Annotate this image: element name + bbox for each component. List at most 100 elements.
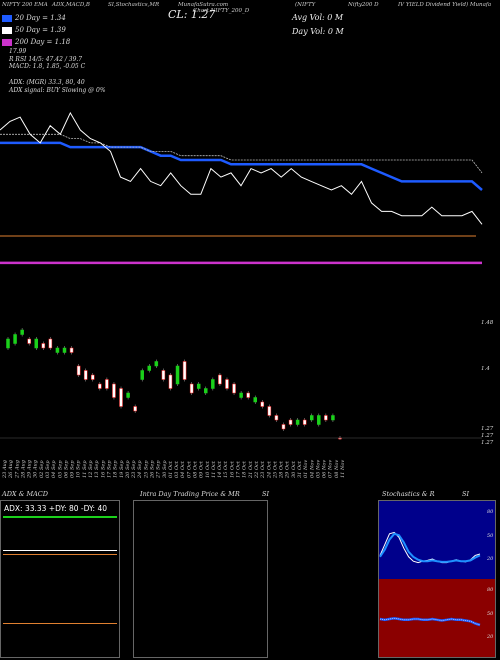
legend-50-day: 50 Day = 1.39 xyxy=(2,26,66,34)
date-label: 24 Sep xyxy=(137,460,143,479)
avg-volume: Avg Vol: 0 M xyxy=(292,13,344,22)
date-label: 10 Oct xyxy=(205,460,211,478)
candle-body xyxy=(295,419,300,425)
candle-body xyxy=(260,401,265,407)
date-label: 21 Oct xyxy=(248,460,254,479)
header-site: MunafaSutra.com xyxy=(178,2,229,8)
candle-body xyxy=(112,383,116,398)
date-label: 02 Sep xyxy=(39,460,45,478)
intra-panel-title: Intra Day Trading Price & MR xyxy=(140,490,240,498)
candle-body xyxy=(246,392,250,398)
candle-body xyxy=(175,365,180,385)
date-label: 17 Oct xyxy=(236,460,242,478)
header-chart-name: Chart NIFTY_200_D xyxy=(193,8,250,14)
candle-body xyxy=(253,397,257,403)
date-label: 07 Nov xyxy=(328,460,334,478)
date-label: 06 Sep xyxy=(64,460,70,478)
candle-body xyxy=(189,383,194,394)
series-20-day xyxy=(0,141,483,191)
macd-line: MACD: 1.8, 1.85, -0.05 C xyxy=(9,63,86,70)
date-label: 25 Oct xyxy=(272,460,278,479)
candle-body xyxy=(309,415,314,421)
date-axis: 23 Aug 26 Aug 27 Aug 28 Aug 29 Aug 30 Aug 02 S… xyxy=(2,460,346,479)
main-price-chart xyxy=(0,111,483,440)
legend-label-200: 200 Day = 1.18 xyxy=(15,38,71,46)
candle-body xyxy=(218,374,222,385)
date-label: 18 Sep xyxy=(113,460,119,478)
date-label: 23 Sep xyxy=(131,460,137,479)
candle-body xyxy=(147,365,152,371)
date-label: 15 Oct xyxy=(223,460,229,478)
date-label: 12 Sep xyxy=(88,460,94,478)
legend-200-day: 200 Day = 1.18 xyxy=(2,38,70,46)
date-label: 28 Oct xyxy=(279,460,285,479)
candle-body xyxy=(55,347,60,353)
header-nifty: Nifty200 D xyxy=(348,2,379,8)
candle-body xyxy=(324,415,328,421)
header-yield: IV YIELD Dividend Yield) Munafa xyxy=(398,2,492,8)
candle-body xyxy=(317,415,321,425)
rsi-line-white xyxy=(379,617,481,626)
date-label: 25 Sep xyxy=(143,460,149,479)
date-label: 17 Sep xyxy=(107,460,113,478)
day-volume: Day Vol: 0 M xyxy=(292,27,344,36)
candle-body xyxy=(27,338,31,344)
candle-body xyxy=(161,370,166,380)
adx-panel: ADX: 33.33 +DY: 80 -DY: 40 xyxy=(0,500,120,658)
candle-body xyxy=(48,338,53,349)
date-label: 10 Sep xyxy=(76,460,82,478)
legend-swatch-20 xyxy=(2,14,12,22)
date-label: 04 Nov xyxy=(309,460,315,478)
candle-body xyxy=(154,361,159,367)
date-label: 27 Aug xyxy=(14,460,20,479)
date-label: 11 Sep xyxy=(82,460,88,478)
date-label: 24 Oct xyxy=(266,460,272,479)
date-label: 18 Oct xyxy=(242,460,248,478)
date-label: 28 Aug xyxy=(20,460,26,479)
date-label: 05 Sep xyxy=(57,460,63,478)
adx-panel-label: ADX: 33.33 +DY: 80 -DY: 40 xyxy=(4,504,107,513)
candle-body xyxy=(140,370,144,380)
date-label: 03 Oct xyxy=(174,460,180,478)
candle-body xyxy=(69,347,74,353)
legend-label-20: 20 Day = 1.34 xyxy=(15,14,66,22)
date-label: 26 Sep xyxy=(150,460,156,479)
candle-body xyxy=(232,383,236,394)
price-tick-3: 1.27 xyxy=(481,426,494,432)
stoch-panel-title: Stochastics & R xyxy=(382,490,435,498)
adx-panel-title: ADX & MACD xyxy=(2,490,48,498)
header-indicators: ADX,MACD,B xyxy=(52,2,90,8)
stochastic-k-line xyxy=(379,531,481,564)
stoch-tick-50: 50 xyxy=(487,533,494,539)
date-label: 16 Sep xyxy=(100,460,106,478)
date-label: 31 Oct xyxy=(297,460,303,478)
date-label: 22 Oct xyxy=(254,460,260,479)
candle-body xyxy=(196,383,201,389)
date-label: 06 Nov xyxy=(322,460,328,478)
candle-body xyxy=(119,388,123,407)
candle-body xyxy=(41,343,46,349)
date-label: 30 Sep xyxy=(162,460,168,478)
adx-line-orange-2 xyxy=(3,623,117,624)
stochastics-panel xyxy=(378,500,496,658)
header-oscillators: SI,Stochastics,MR xyxy=(108,2,160,8)
header-symbol: NIFTY 200 EMA xyxy=(2,2,48,8)
date-label: 19 Sep xyxy=(119,460,125,478)
stoch-panel-title-right: SI xyxy=(462,490,470,498)
candle-body xyxy=(274,415,279,421)
candle-body xyxy=(288,419,293,425)
date-label: 05 Nov xyxy=(315,460,321,478)
date-label: 30 Aug xyxy=(33,460,39,478)
stochastic-d-line xyxy=(379,532,481,563)
price-tick-1: 1.48 xyxy=(481,320,494,326)
date-label: 11 Nov xyxy=(340,460,346,478)
date-label: 08 Nov xyxy=(334,460,340,478)
legend-swatch-200 xyxy=(2,38,12,46)
date-label: 11 Oct xyxy=(211,460,217,478)
date-label: 29 Oct xyxy=(285,460,291,479)
rsi-tick-20: 20 xyxy=(487,634,494,640)
candle-body xyxy=(204,388,208,394)
date-label: 23 Oct xyxy=(260,460,266,479)
series-close xyxy=(0,111,483,225)
date-label: 14 Oct xyxy=(217,460,223,478)
